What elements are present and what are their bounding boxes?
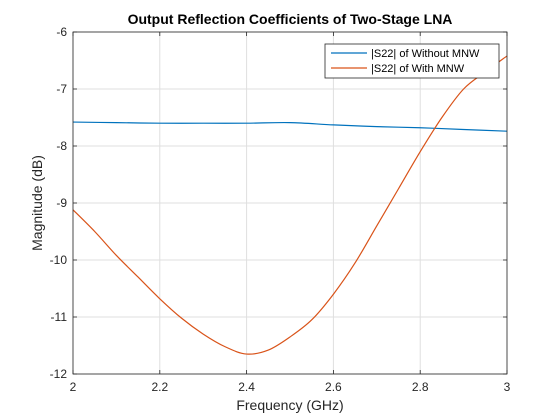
y-tick-label: -12 [50,367,68,381]
legend-box [324,43,500,79]
ticks [72,31,508,375]
grid [72,31,508,375]
y-axis-label: Magnitude (dB) [29,155,45,251]
series-group [72,55,508,355]
series-line-1 [72,121,508,132]
x-tick-label: 3 [504,380,511,394]
y-tick-label: -11 [51,310,68,324]
legend-label-1: |S22| of Without MNW [371,48,480,60]
x-tick-label: 2.4 [238,380,255,394]
x-tick-label: 2.8 [412,380,429,394]
x-tick-label: 2 [70,380,77,394]
y-tick-label: -9 [56,196,67,210]
legend-label-2: |S22| of With MNW [371,63,465,75]
x-tick-label: 2.6 [325,380,342,394]
series-line-2 [72,55,508,355]
y-tick-label: -7 [56,82,67,96]
y-tick-label: -10 [50,253,68,267]
tick-labels: 2 2.2 2.4 2.6 2.8 3 -12 -11 -10 -9 -8 -7 -6 [50,25,511,394]
x-tick-label: 2.2 [151,380,168,394]
x-axis-label: Frequency (GHz) [236,397,343,413]
chart-title: Output Reflection Coefficients of Two-St… [128,11,453,27]
y-tick-label: -6 [56,25,67,39]
y-tick-label: -8 [56,139,67,153]
legend: |S22| of Without MNW |S22| of With MNW [324,43,500,79]
